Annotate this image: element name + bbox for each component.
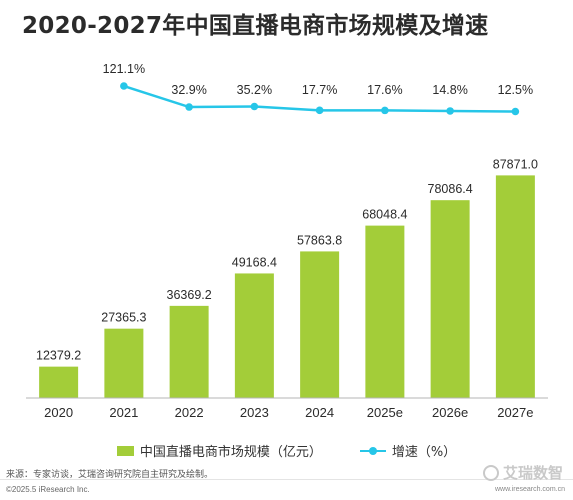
legend-bar-label: 中国直播电商市场规模（亿元）	[139, 445, 322, 460]
growth-point-2022	[185, 103, 193, 111]
bar-value-label-2024: 57863.8	[297, 233, 342, 247]
growth-label-2026e: 14.8%	[432, 83, 467, 97]
legend-line-swatch	[359, 446, 386, 456]
growth-point-2027e	[511, 107, 520, 116]
x-tick-2026e: 2026e	[432, 405, 468, 420]
legend-line-label: 增速（%）	[391, 445, 457, 460]
bar-2027e	[495, 175, 535, 398]
chart-title: 2020-2027年中国直播电商市场规模及增速	[22, 13, 489, 39]
bar-2021	[104, 328, 144, 398]
growth-label-2023: 35.2%	[237, 83, 272, 97]
source-note: 来源：专家访谈，艾瑞咨询研究院自主研究及绘制。	[6, 470, 214, 480]
x-tick-2025e: 2025e	[367, 405, 403, 420]
growth-label-2025e: 17.6%	[367, 83, 402, 97]
bar-2023	[234, 273, 274, 398]
x-tick-2022: 2022	[175, 405, 204, 420]
x-tick-2021: 2021	[109, 405, 138, 420]
legend-bar-swatch	[116, 445, 134, 456]
website-text: www.iresearch.com.cn	[494, 486, 565, 493]
x-tick-2020: 2020	[44, 405, 73, 420]
bar-2024	[300, 251, 340, 398]
growth-label-2024: 17.7%	[302, 83, 337, 97]
x-tick-2023: 2023	[240, 405, 269, 420]
bar-value-label-2025e: 68048.4	[362, 208, 407, 222]
bar-2026e	[430, 200, 470, 398]
x-tick-2027e: 2027e	[497, 405, 533, 420]
growth-point-2025e	[381, 106, 389, 115]
bar-value-label-2022: 36369.2	[167, 288, 212, 302]
footer-divider	[0, 479, 573, 480]
growth-point-2026e	[446, 107, 454, 115]
bar-value-label-2021: 27365.3	[101, 311, 146, 325]
copyright-text: ©2025.5 iResearch Inc.	[6, 485, 90, 494]
legend-item-line: 增速（%）	[359, 441, 457, 460]
growth-label-2021: 121.1%	[103, 62, 145, 76]
bar-value-label-2026e: 78086.4	[428, 182, 473, 196]
bar-value-label-2020: 12379.2	[36, 349, 81, 363]
watermark: 艾瑞数智	[482, 462, 563, 483]
x-tick-2024: 2024	[305, 405, 334, 420]
x-tick-labels: 2020 2021 2022 2023 2024 2025e 2026e 2027e	[44, 405, 533, 420]
growth-line-layer: 121.1% 32.9% 35.2% 17.7% 17.6% 14.8% 12.5%	[103, 62, 533, 116]
growth-label-2027e: 12.5%	[498, 83, 533, 97]
bar-value-label-2027e: 87871.0	[493, 157, 538, 171]
bar-2025e	[365, 225, 405, 398]
growth-label-2022: 32.9%	[171, 83, 206, 97]
growth-point-2024	[315, 106, 324, 115]
bar-layer: 12379.2 27365.3 36369.2 49168.4 57863.8 68048…	[36, 157, 538, 398]
bar-value-label-2023: 49168.4	[232, 255, 277, 269]
bar-2022	[169, 305, 209, 398]
bar-2020	[39, 366, 79, 398]
legend: 中国直播电商市场规模（亿元） 增速（%）	[0, 441, 573, 460]
legend-item-bar: 中国直播电商市场规模（亿元）	[116, 441, 322, 460]
watermark-text: 艾瑞数智	[502, 464, 563, 482]
growth-point-2023	[250, 102, 259, 111]
chart-canvas: 121.1% 32.9% 35.2% 17.7% 17.6% 14.8% 12.5% 123…	[26, 62, 548, 420]
growth-point-2021	[120, 82, 128, 90]
watermark-logo-icon	[482, 464, 499, 481]
